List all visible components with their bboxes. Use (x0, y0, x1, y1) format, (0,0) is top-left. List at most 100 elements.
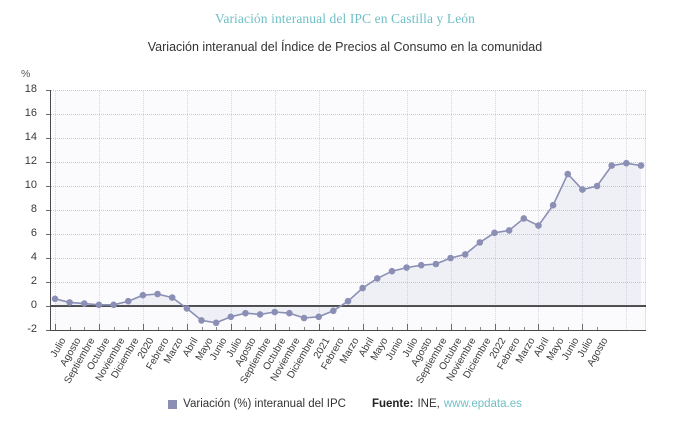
data-point[interactable] (154, 290, 161, 298)
x-tick-mark (245, 327, 247, 330)
y-axis-line (50, 90, 51, 330)
y-tick-label: 10 (24, 179, 37, 191)
data-point[interactable] (183, 305, 191, 312)
source-block: Fuente: INE, www.epdata.es (372, 398, 522, 410)
x-tick-mark (172, 327, 174, 330)
y-tick-label: 2 (30, 275, 37, 287)
gridline-v (362, 90, 364, 330)
data-point[interactable] (124, 297, 132, 305)
data-point[interactable] (95, 301, 103, 309)
data-point[interactable] (168, 294, 176, 301)
data-point[interactable] (286, 309, 293, 317)
y-tick-label: -2 (27, 323, 37, 335)
data-point[interactable] (623, 159, 630, 167)
data-point[interactable] (227, 313, 235, 321)
y-tick-label: 0 (30, 299, 37, 311)
data-point[interactable] (608, 162, 615, 169)
legend-entry[interactable]: Variación (%) interanual del IPC (168, 398, 346, 410)
y-tick-mark (46, 330, 50, 331)
y-tick-mark (46, 114, 50, 115)
data-point[interactable] (476, 239, 484, 246)
gridline-h (50, 282, 646, 283)
source-name: INE, (417, 398, 440, 410)
data-point[interactable] (374, 275, 381, 282)
x-tick-mark (318, 324, 320, 330)
data-point[interactable] (110, 301, 117, 309)
y-tick-label: 4 (30, 251, 37, 263)
y-tick-label: 8 (30, 203, 37, 215)
data-point[interactable] (461, 251, 469, 258)
data-point[interactable] (403, 264, 410, 271)
y-tick-mark (46, 306, 50, 307)
zero-baseline (50, 305, 646, 307)
gridline-v (494, 90, 496, 330)
data-point[interactable] (491, 229, 498, 237)
x-tick-mark (157, 327, 159, 330)
data-point[interactable] (520, 215, 528, 222)
x-tick-mark (128, 327, 130, 330)
y-tick-label: 16 (24, 107, 37, 119)
gridline-v (274, 90, 276, 330)
data-point[interactable] (505, 227, 513, 234)
gridline-h (50, 258, 646, 259)
data-point[interactable] (432, 260, 440, 268)
x-tick-mark (230, 324, 232, 330)
gridline-v (318, 90, 320, 330)
data-point[interactable] (300, 314, 308, 322)
gridline-h (50, 114, 646, 115)
data-point[interactable] (417, 261, 425, 269)
data-point[interactable] (359, 284, 366, 292)
y-tick-mark (46, 90, 50, 91)
data-point[interactable] (66, 299, 73, 306)
x-tick-mark (274, 324, 276, 330)
x-tick-mark (406, 324, 408, 330)
y-tick-mark (46, 138, 50, 139)
x-tick-mark (98, 324, 100, 330)
data-point[interactable] (579, 186, 586, 193)
x-tick-mark (362, 324, 364, 330)
series-data-points (51, 159, 645, 327)
data-point[interactable] (564, 170, 572, 178)
y-tick-label: 12 (24, 155, 37, 167)
y-tick-mark (46, 210, 50, 211)
gridline-h (50, 162, 646, 163)
x-tick-mark (69, 327, 71, 330)
data-point[interactable] (51, 295, 59, 303)
x-tick-mark (289, 327, 291, 330)
x-tick-mark (113, 327, 115, 330)
data-point[interactable] (81, 300, 88, 307)
x-tick-mark (55, 324, 56, 330)
data-point[interactable] (256, 311, 264, 318)
data-point[interactable] (139, 291, 147, 299)
x-tick-mark (553, 327, 555, 330)
x-tick-mark (567, 327, 569, 330)
gridline-v (186, 90, 188, 330)
data-point[interactable] (212, 319, 220, 327)
gridline-v (450, 90, 452, 330)
gridline-v (406, 90, 408, 330)
data-point[interactable] (344, 297, 352, 305)
x-tick-mark (582, 324, 584, 330)
gridline-h (50, 234, 646, 235)
y-axis-unit-label: % (21, 68, 31, 80)
data-point[interactable] (315, 313, 323, 321)
data-point[interactable] (388, 267, 396, 275)
x-tick-mark (84, 327, 86, 330)
data-point[interactable] (637, 162, 645, 169)
data-point[interactable] (447, 254, 454, 262)
data-point[interactable] (593, 182, 601, 190)
x-tick-mark (523, 327, 525, 330)
gridline-v (538, 90, 540, 330)
source-url-link[interactable]: www.epdata.es (443, 398, 522, 410)
data-point[interactable] (198, 317, 205, 324)
gridline-v (98, 90, 100, 330)
gridline-v (142, 90, 144, 330)
gridline-h (50, 138, 646, 139)
chart-title: Variación interanual del IPC en Castilla… (215, 11, 475, 26)
legend-swatch-icon (168, 399, 178, 409)
data-point[interactable] (242, 309, 249, 317)
data-point[interactable] (271, 308, 279, 316)
data-point[interactable] (549, 201, 557, 209)
data-point[interactable] (330, 307, 337, 315)
data-point[interactable] (535, 222, 542, 229)
